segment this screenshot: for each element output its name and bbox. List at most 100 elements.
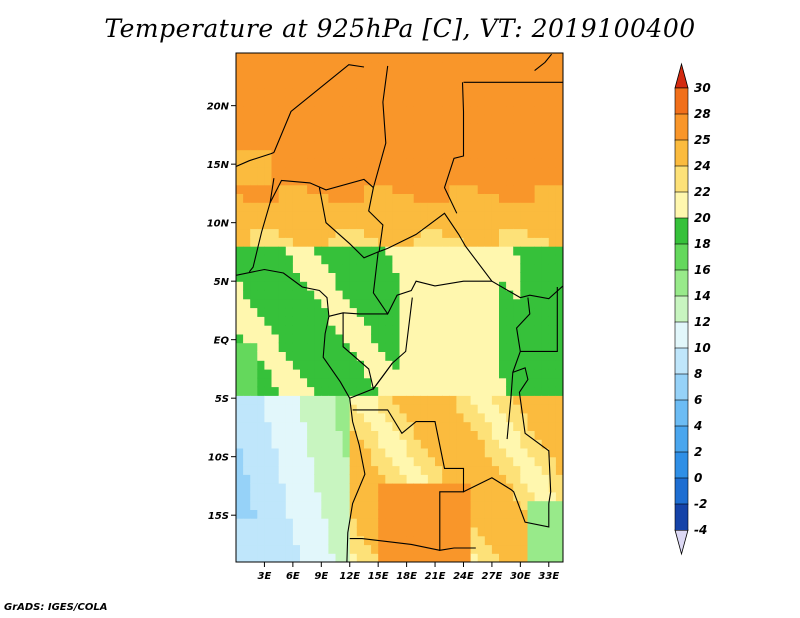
field-cell [300,368,308,379]
field-cell [250,193,258,203]
field-cell [292,439,301,449]
field-cell [456,132,465,142]
field-cell [243,307,251,317]
field-cell [356,254,365,265]
field-cell [555,219,563,230]
field-cell [264,123,273,133]
field-cell [314,246,322,256]
field-cell [321,254,329,265]
field-cell [236,202,244,212]
field-cell [413,491,422,502]
field-cell [506,61,514,72]
field-cell [371,307,379,317]
field-cell [506,114,514,124]
field-cell [392,228,401,238]
field-cell [364,193,372,203]
field-cell [484,140,493,151]
border-line [443,82,465,214]
field-cell [491,474,500,484]
field-cell [484,149,493,159]
field-cell [442,289,450,300]
field-cell [527,474,536,484]
field-cell [307,219,315,230]
field-cell [541,289,550,300]
field-cell [406,465,415,475]
field-cell [470,105,479,116]
field-cell [399,465,408,475]
field-cell [392,246,401,256]
field-cell [335,307,344,317]
field-cell [484,456,493,467]
field-cell [420,342,429,352]
field-cell [513,316,521,326]
field-cell [406,289,415,300]
field-cell [300,70,308,80]
field-cell [442,351,450,361]
field-cell [328,509,337,519]
field-cell [548,333,557,344]
field-cell [378,254,386,265]
field-cell [413,430,422,440]
field-cell [328,404,337,414]
field-cell [371,439,379,449]
field-cell [456,333,465,344]
field-cell [449,88,457,98]
field-cell [371,333,379,344]
field-cell [264,368,273,379]
field-cell [385,421,393,431]
field-cell [413,254,422,265]
field-cell [442,175,450,186]
field-cell [364,360,372,370]
field-cell [534,430,543,440]
field-cell [335,254,344,265]
field-cell [349,483,358,493]
field-cell [278,105,287,116]
field-cell [364,88,372,98]
field-cell [534,211,543,221]
field-cell [364,447,372,458]
field-cell [349,342,358,352]
field-cell [271,193,280,203]
field-cell [314,518,322,528]
field-cell [484,404,493,414]
field-cell [527,307,536,317]
field-cell [378,263,386,273]
field-cell [243,289,251,300]
field-cell [392,70,401,80]
field-cell [555,465,563,475]
field-cell [307,105,315,116]
field-cell [328,123,337,133]
field-cell [548,211,557,221]
field-cell [392,96,401,107]
field-cell [442,333,450,344]
field-cell [314,289,322,300]
field-cell [420,421,429,431]
field-cell [427,246,436,256]
field-cell [406,474,415,484]
field-cell [364,377,372,388]
field-cell [364,509,372,519]
field-cell [321,175,329,186]
field-cell [285,211,294,221]
field-cell [314,526,322,537]
field-cell [356,412,365,423]
field-cell [484,483,493,493]
field-cell [520,342,528,352]
colorbar-segment [674,87,689,115]
field-cell [385,333,393,344]
field-cell [250,237,258,247]
field-cell [527,298,536,309]
field-cell [555,342,563,352]
field-cell [356,149,365,159]
field-cell [236,79,244,89]
field-cell [364,421,372,431]
field-cell [399,167,408,177]
field-cell [399,70,408,80]
field-cell [236,325,244,335]
field-cell [349,404,358,414]
field-cell [477,105,486,116]
field-cell [285,70,294,80]
field-cell [484,439,493,449]
field-cell [534,518,543,528]
field-cell [314,307,322,317]
